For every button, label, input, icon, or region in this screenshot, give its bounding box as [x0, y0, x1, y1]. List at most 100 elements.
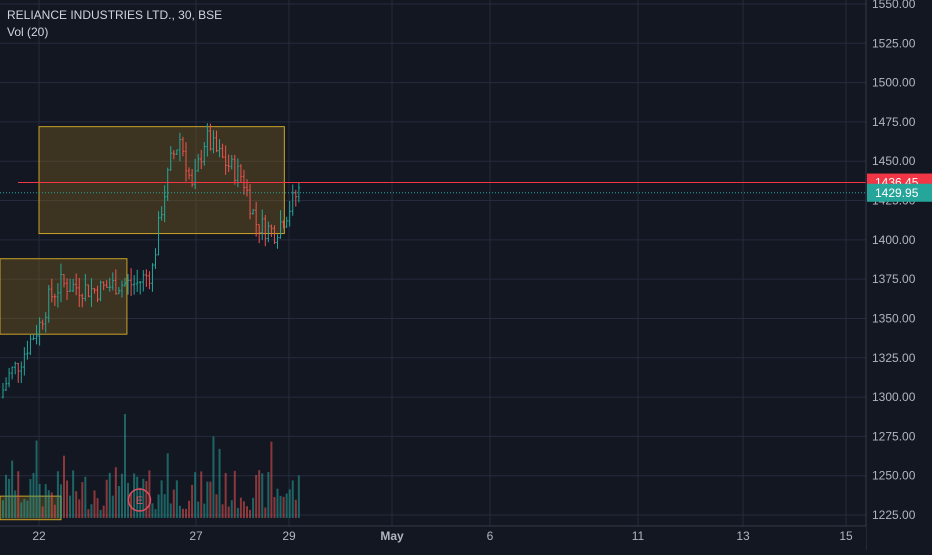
price-axis-background	[866, 0, 932, 550]
volume-bar	[130, 493, 133, 518]
volume-bar	[224, 473, 227, 518]
volume-bar	[276, 488, 279, 518]
price-axis: 1550.001525.001500.001475.001450.001425.…	[865, 0, 932, 550]
volume-bar	[273, 496, 276, 518]
volume-bar	[23, 498, 26, 518]
volume-bar	[53, 504, 56, 518]
volume-bar	[218, 448, 221, 518]
price-tick-label: 1475.00	[872, 115, 916, 129]
price-zone	[0, 258, 128, 335]
time-tick-label: 22	[32, 529, 46, 543]
volume-bar	[227, 506, 230, 518]
volume-bar	[136, 476, 139, 518]
price-candles	[1, 123, 301, 399]
time-tick-label: 15	[839, 529, 853, 543]
volume-bar	[117, 485, 120, 518]
price-tick-label: 1250.00	[872, 469, 916, 483]
volume-bar	[90, 504, 93, 518]
volume-bar	[258, 470, 261, 518]
time-tick-label: 29	[282, 529, 296, 543]
price-tick-label: 1275.00	[872, 429, 916, 443]
volume-bar	[114, 467, 117, 518]
volume-bar	[160, 480, 163, 518]
grid	[0, 0, 866, 526]
price-label-text: 1429.95	[875, 186, 919, 200]
volume-bar	[288, 489, 291, 518]
time-tick-label: May	[380, 529, 404, 543]
price-tick-label: 1325.00	[872, 351, 916, 365]
volume-bar	[157, 494, 160, 518]
volume-bar	[108, 472, 111, 518]
volume-bar	[215, 494, 218, 518]
volume-bar	[41, 506, 44, 518]
volume-bar	[87, 509, 90, 518]
price-lines	[0, 182, 866, 194]
volume-indicator-label[interactable]: Vol (20)	[7, 25, 49, 39]
volume-bar	[191, 484, 194, 518]
volume-bar	[181, 508, 184, 518]
volume-bar	[209, 481, 212, 518]
volume-bar	[249, 509, 252, 518]
volume-bar	[282, 496, 285, 518]
time-tick-label: 6	[487, 529, 494, 543]
symbol-header[interactable]: RELIANCE INDUSTRIES LTD., 30, BSE	[7, 8, 223, 22]
volume-bar	[105, 479, 108, 518]
volume-bar	[20, 502, 23, 518]
volume-bar	[139, 487, 142, 518]
price-tick-label: 1525.00	[872, 36, 916, 50]
volume-bar	[142, 478, 145, 518]
volume-bar	[291, 480, 294, 518]
volume-bar	[2, 500, 4, 518]
volume-bar	[255, 475, 258, 518]
volume-bar	[47, 490, 50, 518]
volume-bar	[154, 509, 157, 518]
time-tick-label: 11	[632, 529, 645, 543]
price-label-badge	[867, 183, 932, 202]
volume-bar	[169, 503, 172, 518]
volume-bar	[203, 503, 206, 518]
volume-bar	[178, 505, 181, 518]
volume-bar	[145, 481, 148, 518]
volume-bar	[185, 508, 187, 518]
time-axis: 22 27 29 May 6 11 13 15	[0, 525, 866, 550]
volume-bar	[84, 476, 87, 518]
volume-bar	[166, 453, 169, 518]
price-tick-label: 1350.00	[872, 311, 916, 325]
volume-bar	[35, 440, 38, 518]
volume-bar	[194, 472, 197, 518]
chart-legend: RELIANCE INDUSTRIES LTD., 30, BSE Vol (2…	[7, 7, 222, 41]
volume-bar	[230, 500, 233, 518]
volume-bar	[236, 507, 239, 518]
volume-bar	[99, 509, 102, 518]
earnings-marker-group: E	[127, 488, 152, 512]
volume-bar	[50, 492, 53, 518]
price-tick-label: 1400.00	[872, 233, 916, 247]
volume-bar	[17, 471, 20, 518]
volume-bar	[267, 472, 270, 518]
volume-bar	[81, 482, 84, 518]
earnings-marker-circle	[127, 488, 152, 512]
volume-bar	[279, 495, 282, 518]
volume-bar	[66, 480, 69, 518]
volume-bar	[151, 503, 154, 518]
price-tick-label: 1550.00	[872, 0, 916, 11]
earnings-marker-label: E	[136, 495, 143, 507]
volume-bar	[221, 504, 224, 518]
time-tick-label: 13	[736, 529, 750, 543]
volume-bar	[188, 500, 191, 518]
volume-bar	[63, 455, 65, 518]
volume-bar	[120, 473, 123, 518]
volume-bar	[261, 473, 264, 518]
volume-bar	[69, 495, 72, 518]
volume-bar	[32, 472, 35, 518]
volume-bar	[5, 474, 8, 518]
volume-bar	[111, 495, 114, 518]
volume-bar	[252, 497, 255, 518]
price-tick-label: 1300.00	[872, 390, 916, 404]
volume-bar	[26, 500, 29, 518]
volume-bar	[8, 478, 11, 518]
volume-bar	[72, 470, 75, 518]
volume-bar	[38, 483, 41, 518]
